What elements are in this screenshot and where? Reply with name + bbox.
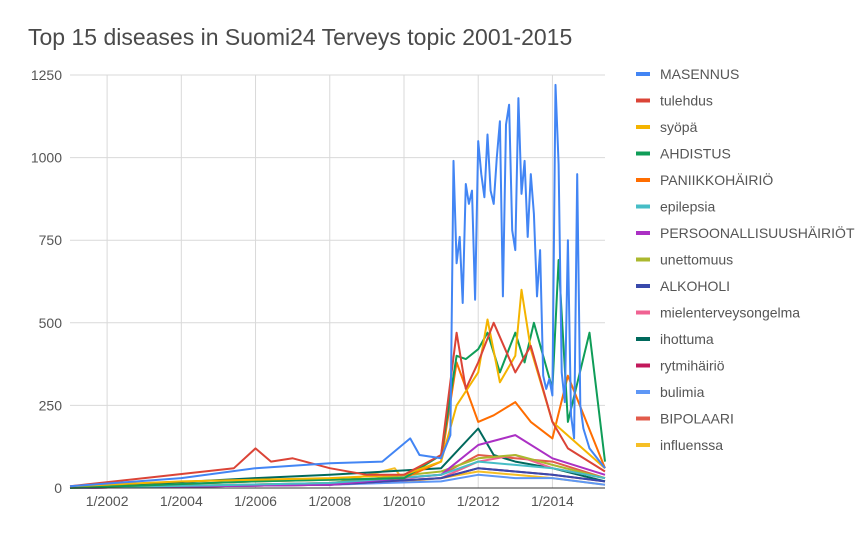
y-tick-label: 250 [39, 397, 63, 413]
legend-label: PANIIKKOHÄIRIÖ [660, 171, 773, 188]
x-axis-ticks: 1/2002 1/2004 1/2006 1/2008 1/2010 1/2012 1/20… [86, 493, 574, 509]
legend-label: unettomuus [660, 252, 733, 268]
legend-label: bulimia [660, 384, 705, 400]
x-tick-label: 1/2010 [383, 493, 426, 509]
x-tick-label: 1/2006 [234, 493, 277, 509]
legend-label: PERSOONALLISUUSHÄIRIÖT [660, 224, 855, 241]
series-line [69, 83, 606, 488]
legend-label: mielenterveysongelma [660, 305, 800, 321]
y-tick-label: 1000 [31, 150, 62, 166]
legend-label: MASENNUS [660, 66, 739, 82]
legend-label: tulehdus [660, 93, 713, 109]
grid-lines [70, 74, 605, 489]
series-line [69, 259, 606, 489]
y-axis-ticks: 0 250 500 750 1000 1250 [31, 67, 62, 496]
legend-label: rytmihäiriö [660, 358, 725, 374]
series-lines [69, 83, 606, 489]
y-tick-label: 750 [39, 232, 63, 248]
x-tick-label: 1/2004 [160, 493, 203, 509]
legend-label: BIPOLAARI [660, 411, 734, 427]
x-tick-label: 1/2014 [531, 493, 574, 509]
series-line [69, 427, 606, 489]
chart-title: Top 15 diseases in Suomi24 Terveys topic… [28, 24, 573, 50]
legend-label: syöpä [660, 119, 698, 135]
series-line [69, 321, 606, 488]
y-tick-label: 1250 [31, 67, 62, 83]
legend-label: AHDISTUS [660, 146, 731, 162]
legend-label: influenssa [660, 437, 723, 453]
y-tick-label: 500 [39, 315, 63, 331]
legend-label: ihottuma [660, 331, 714, 347]
legend: MASENNUS tulehdus syöpä AHDISTUS PANIIKKOHÄI… [636, 66, 855, 453]
x-tick-label: 1/2008 [308, 493, 351, 509]
y-tick-label: 0 [54, 480, 62, 496]
legend-label: epilepsia [660, 199, 715, 215]
x-tick-label: 1/2012 [457, 493, 500, 509]
series-line [69, 460, 606, 489]
legend-label: ALKOHOLI [660, 278, 730, 294]
series-line [69, 434, 606, 489]
series-line [69, 288, 606, 488]
x-tick-label: 1/2002 [86, 493, 129, 509]
